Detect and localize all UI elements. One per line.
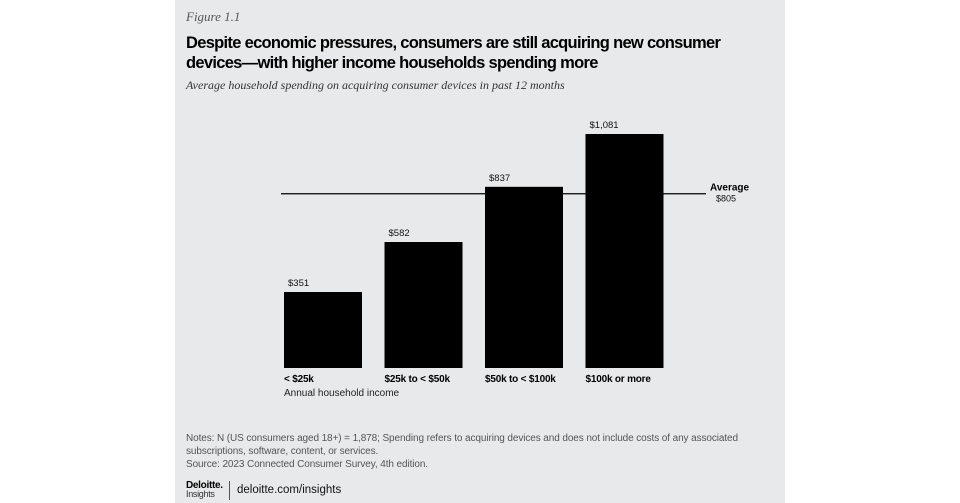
bar xyxy=(384,242,463,368)
bar xyxy=(585,134,664,368)
data-label: $582 xyxy=(389,228,410,239)
notes: Notes: N (US consumers aged 18+) = 1,878… xyxy=(186,432,776,471)
bar xyxy=(485,186,563,368)
chart-title: Despite economic pressures, consumers ar… xyxy=(186,34,721,72)
footer-url[interactable]: deloitte.com/insights xyxy=(237,484,342,496)
bar-chart: $351 < $25k $582 $25k to < $50k $837 $50k to … xyxy=(281,120,750,399)
x-tick-label: $100k or more xyxy=(586,374,652,385)
divider xyxy=(229,481,230,500)
chart-panel: Figure 1.1 Despite economic pressures, c… xyxy=(175,0,785,503)
bar xyxy=(284,292,362,368)
notes-text: Notes: N (US consumers aged 18+) = 1,878… xyxy=(186,433,738,457)
x-tick-label: $25k to < $50k xyxy=(385,374,451,385)
data-label: $351 xyxy=(288,278,309,289)
data-label: $1,081 xyxy=(590,120,619,131)
average-value: $805 xyxy=(716,194,736,204)
x-tick-label: $50k to < $100k xyxy=(485,374,556,385)
x-tick-label: < $25k xyxy=(284,374,314,385)
deloitte-logo: Deloitte. Insights xyxy=(186,480,223,499)
data-label: $837 xyxy=(489,173,510,184)
chart-subtitle: Average household spending on acquiring … xyxy=(186,78,565,92)
figure-label: Figure 1.1 xyxy=(186,9,241,24)
average-label: Average xyxy=(710,183,750,194)
x-axis-label: Annual household income xyxy=(284,388,400,399)
source-text: Source: 2023 Connected Consumer Survey, … xyxy=(186,459,428,470)
